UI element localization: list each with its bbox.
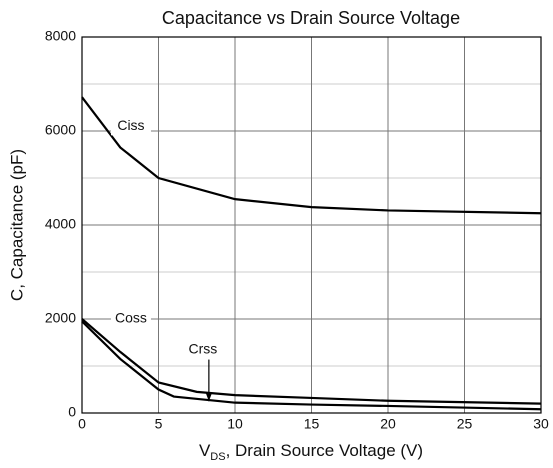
x-tick-label: 20 <box>380 416 396 432</box>
chart-title: Capacitance vs Drain Source Voltage <box>162 8 460 28</box>
x-tick-label: 25 <box>457 416 473 432</box>
x-label-rest: , Drain Source Voltage (V) <box>226 441 423 460</box>
series-line <box>81 320 542 411</box>
y-tick-label: 6000 <box>45 122 76 138</box>
x-label-main: V <box>199 441 211 460</box>
x-axis-label: VDS, Drain Source Voltage (V) <box>199 441 423 462</box>
y-tick-label: 8000 <box>45 28 76 44</box>
x-tick-label: 5 <box>155 416 163 432</box>
y-tick-label: 4000 <box>45 216 76 232</box>
y-tick-label: 2000 <box>45 310 76 326</box>
x-tick-label: 0 <box>78 416 86 432</box>
annotation-bg <box>110 310 151 328</box>
x-tick-label: 10 <box>227 416 243 432</box>
x-label-sub: DS <box>210 451 225 463</box>
y-axis-label: C, Capacitance (pF) <box>7 149 26 301</box>
annotation: Coss <box>115 310 147 326</box>
series-line <box>81 318 542 405</box>
plot-frame <box>81 36 542 414</box>
x-tick-label: 15 <box>304 416 320 432</box>
annotation-bg <box>182 340 223 359</box>
x-tick-label: 30 <box>533 416 549 432</box>
series-line <box>81 96 542 215</box>
y-tick-label: 0 <box>68 404 76 420</box>
annotation-bg <box>110 117 151 136</box>
arrow-head <box>205 393 212 402</box>
annotation: Crss <box>188 340 217 356</box>
annotation: Ciss <box>117 117 144 133</box>
